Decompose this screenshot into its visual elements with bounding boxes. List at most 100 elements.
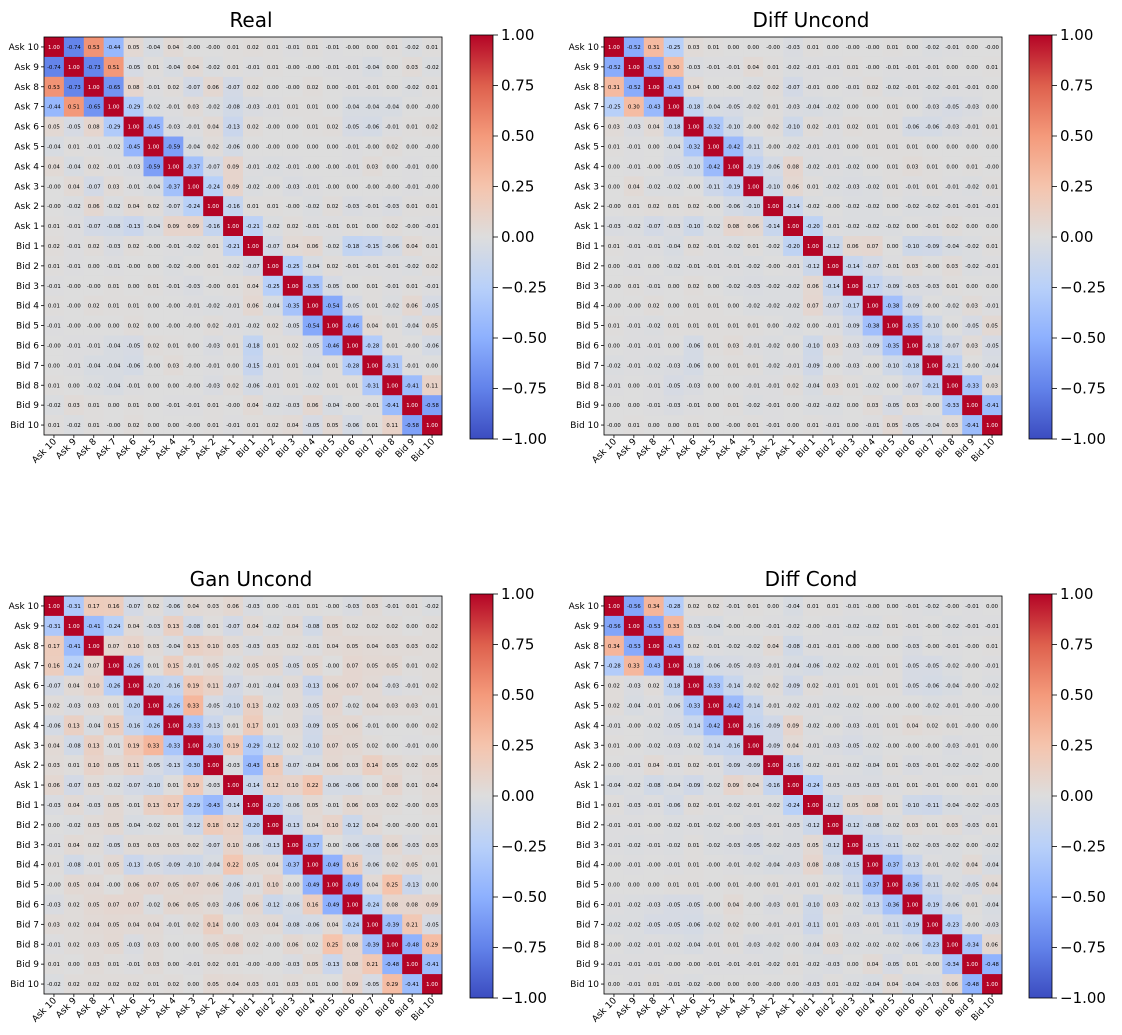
cell-value-label: -0.02 xyxy=(47,403,61,409)
x-tick-label: Bid 6 xyxy=(894,437,918,461)
heatmap-cell xyxy=(962,56,983,78)
cell-value-label: 0.00 xyxy=(807,324,819,330)
heatmap-cell xyxy=(302,295,323,316)
heatmap-cell xyxy=(922,176,943,197)
heatmap-cell xyxy=(723,216,744,237)
x-tick-label: Bid 3 xyxy=(835,437,858,460)
heatmap-cell xyxy=(262,196,284,217)
cell-value-label: 0.02 xyxy=(88,164,100,170)
heatmap-cell xyxy=(922,615,943,637)
cell-value-label: 0.02 xyxy=(148,343,160,349)
cell-value-label: 0.02 xyxy=(386,224,398,230)
cell-value-label: -0.00 xyxy=(925,403,939,409)
heatmap-cell xyxy=(862,874,883,895)
heatmap-cell xyxy=(922,775,943,796)
cell-value-label: 0.04 xyxy=(307,823,319,829)
y-tick-label: Ask 9 xyxy=(14,622,39,632)
cell-value-label: 0.09 xyxy=(787,723,799,729)
cell-value-label: -0.01 xyxy=(627,863,641,869)
cell-value-label: -0.02 xyxy=(266,403,280,409)
heatmap-cell xyxy=(262,715,284,736)
cell-value-label: 0.13 xyxy=(88,743,100,749)
heatmap-cell xyxy=(902,914,923,935)
x-tick-label: Ask 6 xyxy=(114,996,139,1021)
heatmap-cell xyxy=(402,176,423,197)
cell-value-label: -0.56 xyxy=(607,624,621,630)
cell-value-label: 1.00 xyxy=(48,45,60,51)
heatmap-cell xyxy=(282,355,304,376)
cell-value-label: -0.01 xyxy=(726,264,740,270)
heatmap-cell xyxy=(743,874,764,895)
heatmap-cell xyxy=(922,355,943,376)
cell-value-label: -0.10 xyxy=(766,184,780,190)
cell-value-label: 1.00 xyxy=(628,65,640,71)
heatmap-cell xyxy=(822,596,844,617)
cell-value-label: -0.24 xyxy=(107,624,121,630)
cell-value-label: -0.01 xyxy=(786,264,800,270)
heatmap-cell xyxy=(683,37,704,58)
heatmap-cell xyxy=(422,735,443,756)
heatmap-cell xyxy=(422,415,443,436)
heatmap-cell xyxy=(683,236,704,257)
heatmap-cell xyxy=(882,635,903,657)
cell-value-label: 0.01 xyxy=(986,244,998,250)
heatmap-cell xyxy=(382,56,403,78)
cell-value-label: -0.01 xyxy=(707,264,721,270)
cell-value-label: -0.02 xyxy=(766,343,780,349)
cell-value-label: 0.02 xyxy=(287,644,299,650)
y-tick-label: Ask 9 xyxy=(574,622,599,632)
cell-value-label: 0.04 xyxy=(128,922,140,928)
heatmap-cell xyxy=(103,814,124,836)
heatmap-cell xyxy=(143,236,164,257)
heatmap-cell xyxy=(862,814,883,836)
cell-value-label: 0.04 xyxy=(128,624,140,630)
cell-value-label: -0.01 xyxy=(365,204,379,210)
cell-value-label: -0.01 xyxy=(166,284,180,290)
heatmap-cell xyxy=(783,695,804,716)
cell-value-label: -0.00 xyxy=(47,883,61,889)
cell-value-label: 0.01 xyxy=(267,204,279,210)
heatmap-cell xyxy=(322,395,343,416)
heatmap-cell xyxy=(783,37,804,58)
cell-value-label: -0.02 xyxy=(746,304,760,310)
cell-value-label: 0.00 xyxy=(608,264,620,270)
cell-value-label: 0.04 xyxy=(747,783,759,789)
heatmap-cell xyxy=(243,136,264,157)
cell-value-label: 0.05 xyxy=(207,982,219,988)
heatmap-cell xyxy=(282,874,304,895)
heatmap-cell xyxy=(382,375,403,396)
heatmap-cell xyxy=(143,76,164,98)
heatmap-cell xyxy=(703,375,724,396)
y-tick-label: Ask 3 xyxy=(14,182,39,192)
heatmap-cell xyxy=(703,735,724,756)
heatmap-cell xyxy=(882,735,903,756)
heatmap-cell xyxy=(703,335,724,356)
heatmap-cell xyxy=(322,255,343,277)
heatmap-cell xyxy=(942,655,963,676)
heatmap-cell xyxy=(302,315,323,336)
heatmap-cell xyxy=(422,974,443,995)
cell-value-label: 0.00 xyxy=(946,144,958,150)
cell-value-label: -0.01 xyxy=(346,144,360,150)
cell-value-label: -0.12 xyxy=(186,823,200,829)
cell-value-label: 0.02 xyxy=(386,803,398,809)
heatmap-cell xyxy=(803,914,824,935)
cell-value-label: 0.01 xyxy=(406,125,418,131)
heatmap-cell xyxy=(302,834,323,856)
heatmap-cell xyxy=(942,695,963,716)
cell-value-label: 0.00 xyxy=(986,224,998,230)
heatmap-cell xyxy=(382,775,403,796)
cell-value-label: -0.01 xyxy=(186,664,200,670)
cell-value-label: -0.00 xyxy=(806,624,820,630)
cell-value-label: -0.43 xyxy=(206,803,220,809)
cell-value-label: 0.08 xyxy=(727,224,739,230)
cell-value-label: 0.02 xyxy=(307,85,319,91)
cell-value-label: -0.05 xyxy=(906,664,920,670)
cell-value-label: -0.07 xyxy=(166,204,180,210)
cell-value-label: -0.03 xyxy=(246,105,260,111)
cell-value-label: -0.52 xyxy=(607,65,621,71)
cell-value-label: 0.02 xyxy=(648,304,660,310)
heatmap-cell xyxy=(683,635,704,657)
cell-value-label: 0.51 xyxy=(68,105,80,111)
cell-value-label: -0.07 xyxy=(826,304,840,310)
